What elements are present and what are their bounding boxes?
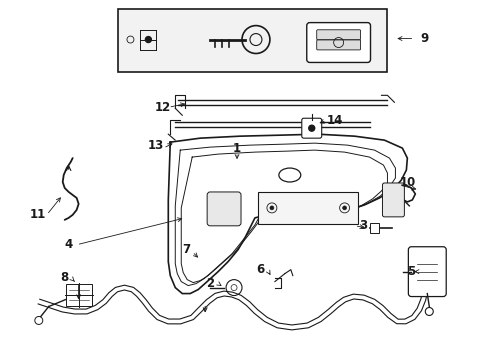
Text: 14: 14	[326, 114, 342, 127]
Text: 11: 11	[30, 208, 46, 221]
Polygon shape	[168, 134, 407, 293]
Text: 10: 10	[398, 176, 415, 189]
FancyBboxPatch shape	[301, 118, 321, 138]
Bar	[369, 223, 379, 233]
FancyBboxPatch shape	[207, 192, 241, 226]
Text: 8: 8	[61, 271, 69, 284]
Text: 1: 1	[232, 141, 241, 155]
Circle shape	[308, 125, 314, 131]
Text: 7: 7	[182, 243, 190, 256]
Text: 5: 5	[407, 265, 415, 278]
Text: 9: 9	[419, 32, 427, 45]
FancyBboxPatch shape	[258, 192, 357, 224]
FancyBboxPatch shape	[407, 247, 446, 297]
Circle shape	[269, 206, 273, 210]
Text: 12: 12	[154, 101, 170, 114]
Text: 13: 13	[147, 139, 163, 152]
Bar	[118, 9, 386, 72]
Circle shape	[145, 37, 151, 42]
FancyBboxPatch shape	[306, 23, 370, 62]
Text: 3: 3	[359, 219, 367, 232]
Text: 6: 6	[255, 263, 264, 276]
Text: 2: 2	[205, 277, 214, 290]
Text: 4: 4	[64, 238, 73, 251]
Circle shape	[342, 206, 346, 210]
FancyBboxPatch shape	[382, 183, 404, 217]
FancyBboxPatch shape	[316, 40, 360, 50]
FancyBboxPatch shape	[316, 30, 360, 40]
Bar	[65, 284, 91, 306]
